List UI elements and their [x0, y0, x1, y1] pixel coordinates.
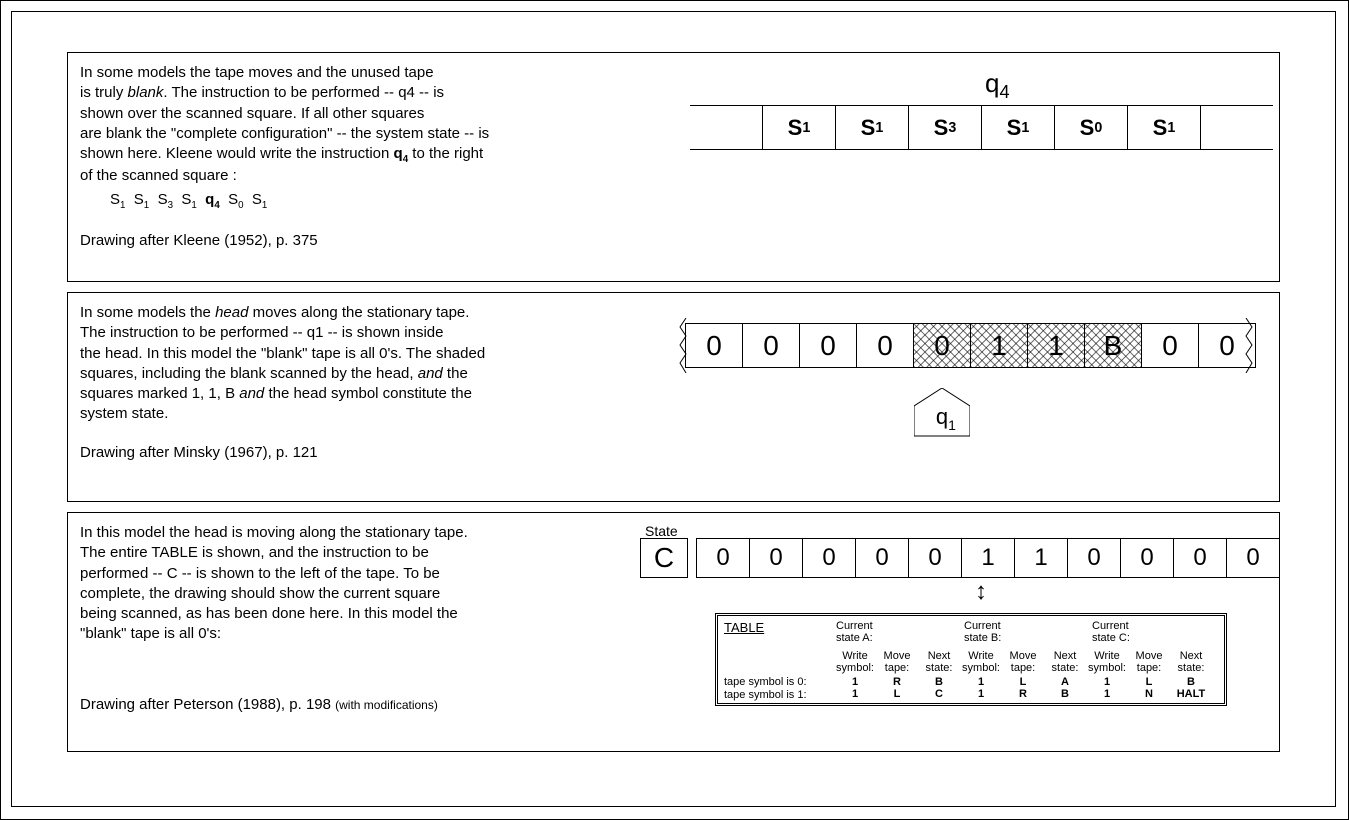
tape-cell [1201, 106, 1273, 149]
panel3-state-header: State [645, 523, 678, 539]
panel-kleene: In some models the tape moves and the un… [67, 52, 1280, 282]
tape-cell: S3 [909, 106, 982, 149]
panel1-tape: S1S1S3S1S0S1 [690, 105, 1273, 150]
tape-cell: 0 [750, 539, 803, 577]
panel2-text: In some models the head moves along the … [80, 303, 640, 463]
tape-cell [690, 106, 763, 149]
tape-cell: 0 [856, 539, 909, 577]
read-head: q1 [914, 388, 970, 438]
tape-cell: 0 [909, 539, 962, 577]
tape-cell: 1 [962, 539, 1015, 577]
tape-cell: 0 [743, 324, 800, 367]
tape-cell: B [1085, 324, 1142, 367]
panel3-citation: Drawing after Peterson (1988), p. 198 (w… [80, 695, 640, 715]
tape-cell: 0 [1142, 324, 1199, 367]
tape-cell: S1 [1128, 106, 1201, 149]
panel2-diagram: 00000q111B00 [640, 303, 1267, 473]
tape-cell: 0 [1227, 539, 1279, 577]
tape-cell: 0 [1068, 539, 1121, 577]
tape-cell: 0 [697, 539, 750, 577]
tape-cell: 0 [1174, 539, 1227, 577]
panel3-state-box: C [640, 538, 688, 578]
panel1-state-label: q4 [985, 68, 1010, 103]
panel-minsky: In some models the head moves along the … [67, 292, 1280, 502]
tape-cell: 1 [1015, 539, 1068, 577]
tape-cell: S0 [1055, 106, 1128, 149]
panel1-sequence: S1 S1 S3 S1 q4 S0 S1 [110, 190, 640, 212]
tape-cell: 1 [1028, 324, 1085, 367]
panel3-transition-table: TABLECurrentstate A:Currentstate B:Curre… [715, 613, 1227, 706]
tape-cell: 0 [803, 539, 856, 577]
panel2-citation: Drawing after Minsky (1967), p. 121 [80, 443, 640, 463]
tape-cell: S1 [982, 106, 1055, 149]
panel1-diagram: q4 S1S1S3S1S0S1 [640, 63, 1267, 213]
page-inner: In some models the tape moves and the un… [11, 11, 1336, 807]
panel2-tape: 00000q111B00 [685, 323, 1256, 368]
panel3-tape: 00000110000 [696, 538, 1280, 578]
panel1-citation: Drawing after Kleene (1952), p. 375 [80, 231, 640, 251]
tape-cell: 0q1 [914, 324, 971, 367]
panel3-head-arrow: ↕ [975, 578, 987, 606]
tape-cell: S1 [836, 106, 909, 149]
svg-text:1: 1 [948, 417, 956, 433]
tape-cell: 1 [971, 324, 1028, 367]
panel-peterson: In this model the head is moving along t… [67, 512, 1280, 752]
tape-cell: 0 [800, 324, 857, 367]
tape-cell: S1 [763, 106, 836, 149]
panel3-diagram: State C 00000110000 ↕ TABLECurrentstate … [640, 523, 1267, 743]
page-outer: In some models the tape moves and the un… [0, 0, 1349, 820]
panel3-text: In this model the head is moving along t… [80, 523, 640, 715]
tape-cell: 0 [685, 324, 743, 367]
tape-cell: 0 [1121, 539, 1174, 577]
svg-text:q: q [936, 404, 948, 429]
tape-torn-right [1244, 318, 1254, 373]
panel1-text: In some models the tape moves and the un… [80, 63, 640, 251]
tape-cell: 0 [857, 324, 914, 367]
